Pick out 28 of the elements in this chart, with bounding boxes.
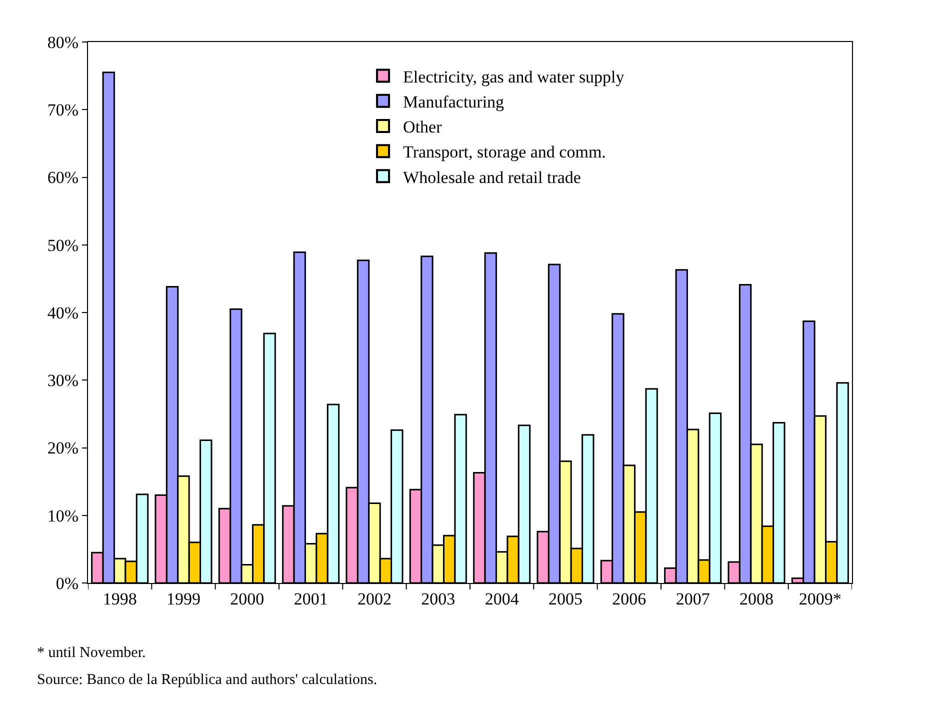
y-tick-label: 50% [47,236,79,255]
x-tick-label: 2003 [421,589,456,608]
x-tick-label: 1999 [166,589,200,608]
legend-label: Wholesale and retail trade [403,168,581,187]
x-tick-label: 2001 [294,589,328,608]
x-tick-label: 2009* [798,589,842,608]
text: * until November. [37,645,146,661]
y-tick-label: 20% [47,438,79,458]
x-tick-label: 2000 [230,589,264,608]
x-tick-label: 2004 [484,589,520,608]
y-tick-label: 0% [56,574,79,593]
legend-label: Manufacturing [403,92,505,112]
y-tick-label: 30% [47,371,79,390]
y-tick-label: 10% [47,506,79,526]
y-tick-label: 40% [47,303,79,322]
x-tick-label: 2002 [358,589,392,608]
legend-label: Other [403,118,442,137]
x-tick-label: 2007 [676,589,710,608]
y-tick-label: 60% [47,168,79,188]
source-note: Source: Banco de la República and authors' calculations. [37,672,378,688]
legend-label: Transport, storage and comm. [403,142,606,162]
legend-label: Electricity, gas and water supply [403,67,625,86]
x-tick-label: 2006 [612,589,646,608]
y-tick-label: 70% [47,100,79,120]
x-tick-label: 1998 [102,589,137,608]
x-tick-label: 2008 [740,589,774,608]
x-tick-label: 2005 [548,589,582,608]
y-tick-label: 80% [47,32,79,52]
